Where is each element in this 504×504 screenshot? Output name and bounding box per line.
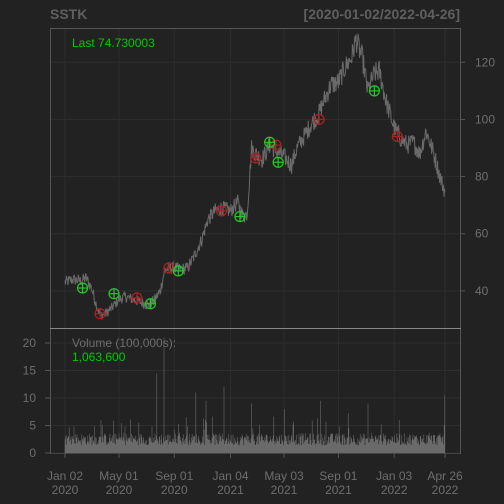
sell-signal-marker xyxy=(391,130,403,143)
x-tick-label-line1: Sep 01 xyxy=(319,469,357,483)
sell-signal-marker xyxy=(163,262,175,274)
sell-signal-marker xyxy=(215,205,228,217)
price-y-axis: 40 60 80 100 120 xyxy=(460,55,495,298)
buy-signal-marker xyxy=(172,265,184,277)
x-tick-label-line1: Jan 04 xyxy=(212,469,248,483)
price-tick-label: 40 xyxy=(475,284,489,298)
x-tick-label-line2: 2020 xyxy=(161,483,188,497)
volume-last-value: 1,063,600 xyxy=(72,350,126,364)
x-tick-label-line1: May 03 xyxy=(264,469,304,483)
x-tick-label-line2: 2021 xyxy=(325,483,352,497)
buy-signal-marker xyxy=(144,298,157,310)
x-tick-label-line2: 2022 xyxy=(381,483,408,497)
volume-tick-label: 0 xyxy=(29,446,36,460)
price-tick-label: 60 xyxy=(475,227,489,241)
chart-symbol: SSTK xyxy=(50,6,87,22)
price-tick-label: 100 xyxy=(475,112,495,126)
x-tick-label-line1: May 01 xyxy=(99,469,139,483)
x-tick-label-line2: 2022 xyxy=(432,483,459,497)
price-grid xyxy=(51,29,460,453)
x-tick-label-line2: 2021 xyxy=(217,483,244,497)
buy-signal-marker xyxy=(264,136,276,148)
sell-signal-marker xyxy=(270,139,282,151)
volume-y-axis: 0 5 10 15 20 xyxy=(23,336,50,460)
x-tick-label-line1: Jan 02 xyxy=(47,469,83,483)
x-tick-label-line2: 2020 xyxy=(52,483,79,497)
buy-signal-marker xyxy=(368,85,380,97)
price-tick-label: 80 xyxy=(475,170,489,184)
buy-signal-marker xyxy=(108,288,120,300)
x-tick-label-line1: Jan 03 xyxy=(376,469,412,483)
volume-bars xyxy=(64,337,446,453)
signal-markers xyxy=(76,85,403,320)
x-tick-label-line2: 2020 xyxy=(106,483,133,497)
last-price-label: Last 74.730003 xyxy=(72,36,155,50)
volume-label: Volume (100,000s): xyxy=(72,336,176,350)
volume-tick-label: 20 xyxy=(23,336,37,350)
volume-tick-label: 5 xyxy=(29,419,36,433)
buy-signal-marker xyxy=(76,282,89,294)
x-tick-label-line2: 2021 xyxy=(271,483,298,497)
volume-tick-label: 10 xyxy=(23,391,37,405)
chart-date-range: [2020-01-02/2022-04-26] xyxy=(304,6,460,22)
buy-signal-marker xyxy=(272,156,284,168)
sell-signal-marker xyxy=(313,113,325,126)
chart-frame xyxy=(50,28,461,454)
sell-signal-marker xyxy=(94,308,106,320)
price-tick-label: 120 xyxy=(475,55,495,69)
volume-series xyxy=(64,337,446,453)
x-tick-label-line1: Sep 01 xyxy=(155,469,193,483)
volume-tick-label: 15 xyxy=(23,364,37,378)
buy-signal-marker xyxy=(234,210,246,223)
sell-signal-marker xyxy=(131,292,143,304)
x-tick-label-line1: Apr 26 xyxy=(427,469,463,483)
sell-signal-marker xyxy=(250,152,262,164)
